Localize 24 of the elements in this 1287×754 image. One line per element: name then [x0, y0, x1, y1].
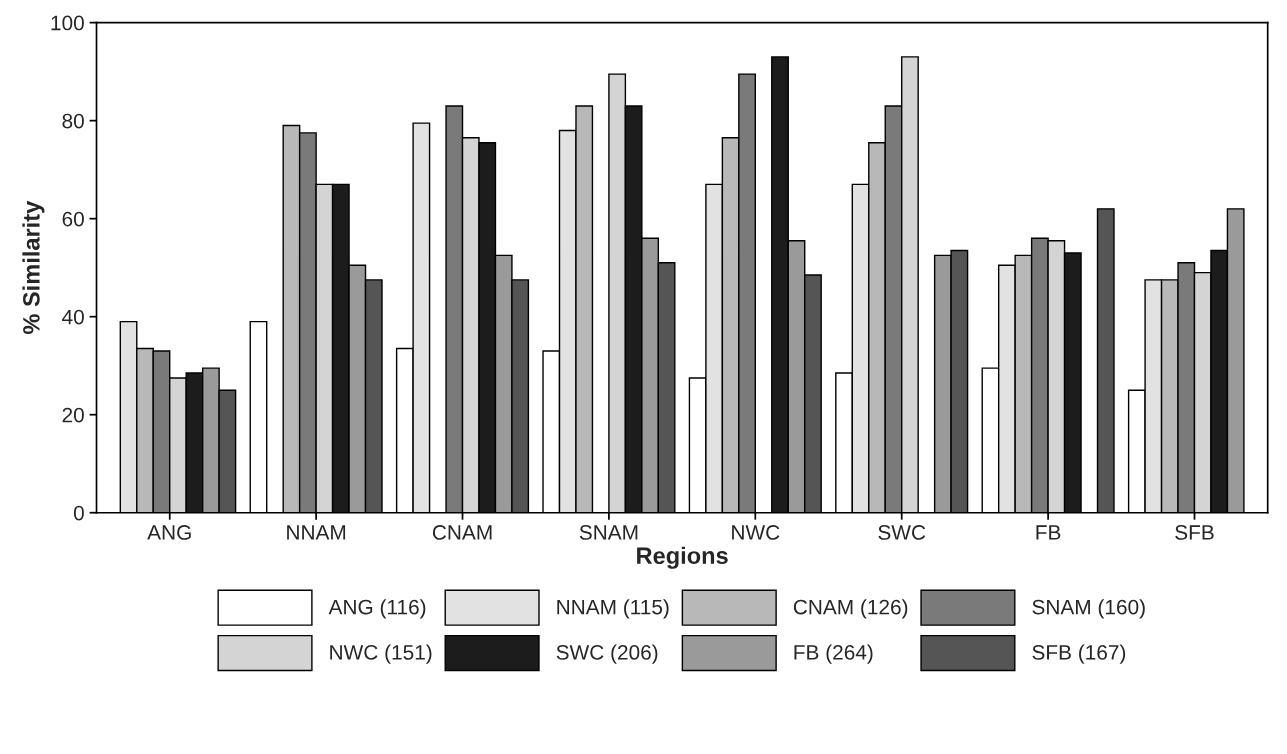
legend-label: ANG (116) [328, 599, 426, 619]
legend-label: CNAM (126) [793, 599, 908, 619]
x-tick-label: SWC [878, 525, 926, 540]
legend-label: SWC (206) [556, 644, 658, 664]
x-tick-label: FB [1036, 525, 1061, 540]
x-axis-title: Regions [637, 546, 728, 569]
x-tick-label: ANG [147, 525, 191, 540]
x-tick-label: SFB [1175, 525, 1214, 540]
y-tick-label: 60 [62, 211, 84, 227]
y-tick-label: 80 [62, 113, 84, 129]
y-tick-label: 20 [62, 407, 84, 423]
y-tick-label: 40 [62, 309, 84, 325]
legend-label: SFB (167) [1032, 644, 1126, 664]
legend-label: NNAM (115) [557, 599, 669, 619]
x-tick-label: NWC [732, 525, 780, 540]
x-tick-label: SNAM [579, 525, 638, 540]
legend-label: NWC (151) [330, 644, 432, 664]
x-tick-label: NNAM [287, 525, 346, 540]
y-tick-label: 0 [73, 505, 84, 521]
x-tick-label: CNAM [432, 525, 492, 540]
y-tick-label: 100 [51, 15, 84, 31]
y-axis-title: % Similarity [22, 200, 45, 335]
legend-label: SNAM (160) [1032, 599, 1145, 619]
legend-label: FB (264) [794, 644, 873, 664]
